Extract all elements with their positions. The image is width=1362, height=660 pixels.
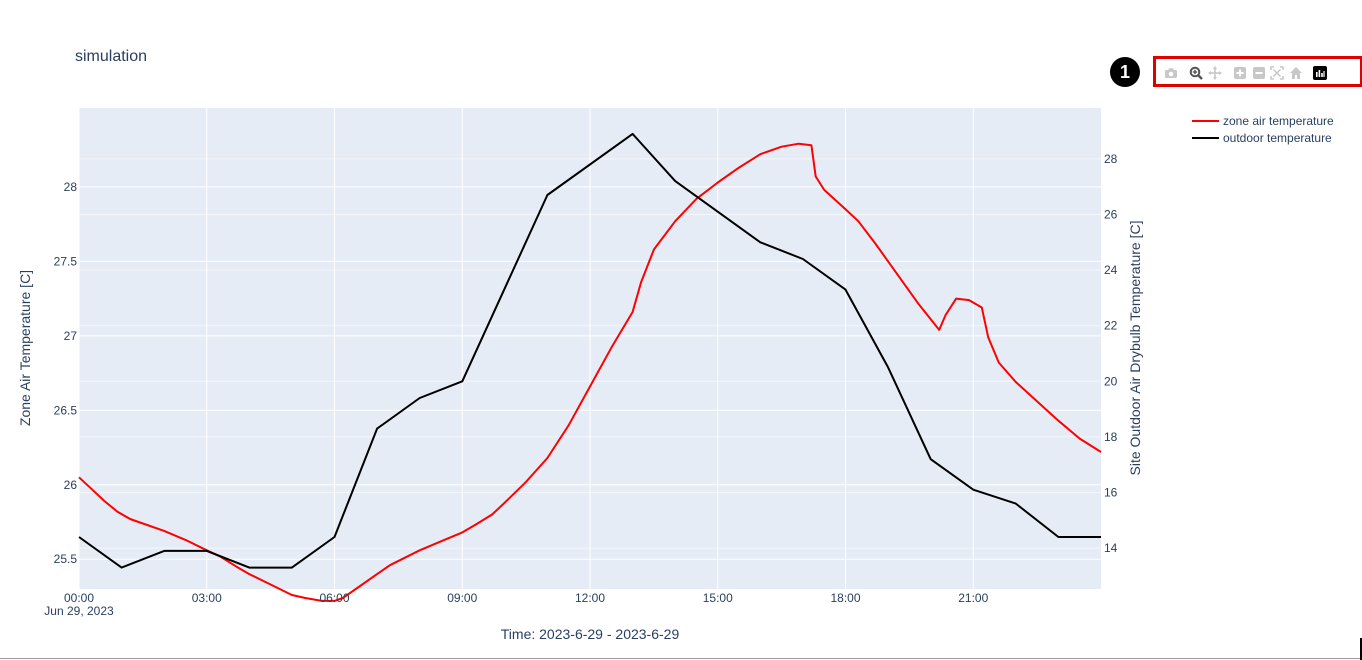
chart-title: simulation (75, 48, 148, 65)
y2-tick-label: 22 (1104, 319, 1118, 333)
y2-tick-label: 20 (1104, 374, 1118, 388)
plotly-logo-icon[interactable] (1313, 66, 1327, 80)
y-tick-label: 26.5 (54, 403, 78, 417)
tick-labels: 00:00 03:00 06:00 09:00 12:00 15:00 18:00 21:00… (54, 152, 1118, 605)
legend: zone air temperature outdoor temperature (1192, 114, 1334, 145)
cursor-mark (1360, 638, 1362, 660)
x-tick-label: 21:00 (958, 591, 988, 605)
grid (78, 108, 1101, 589)
legend-item-zone-air-temperature[interactable]: zone air temperature (1192, 114, 1334, 128)
legend-label-zone-air: zone air temperature (1223, 114, 1334, 128)
x-axis-title: Time: 2023-6-29 - 2023-6-29 (501, 626, 680, 642)
zoom-in-icon[interactable] (1233, 66, 1247, 80)
x-axis-date-label: Jun 29, 2023 (44, 604, 114, 618)
x-tick-label: 00:00 (64, 591, 94, 605)
x-tick-label: 12:00 (575, 591, 605, 605)
y-axis-title: Zone Air Temperature [C] (17, 270, 33, 426)
y2-tick-label: 16 (1104, 486, 1118, 500)
x-tick-label: 03:00 (192, 591, 222, 605)
y-tick-label: 25.5 (54, 552, 78, 566)
x-tick-label: 09:00 (447, 591, 477, 605)
autoscale-icon[interactable] (1270, 66, 1284, 80)
y-tick-label: 27.5 (54, 254, 78, 268)
x-tick-label: 15:00 (703, 591, 733, 605)
home-icon[interactable] (1289, 66, 1303, 80)
y-tick-label: 27 (64, 329, 78, 343)
pan-icon[interactable] (1208, 66, 1222, 80)
annotation-badge: 1 (1110, 57, 1140, 87)
x-tick-label: 06:00 (319, 591, 349, 605)
y-tick-label: 26 (64, 478, 78, 492)
legend-item-outdoor-temperature[interactable]: outdoor temperature (1192, 131, 1332, 145)
zoom-out-icon[interactable] (1252, 66, 1266, 80)
zoom-icon[interactable] (1189, 66, 1203, 80)
y2-tick-label: 26 (1104, 207, 1118, 221)
y2-tick-label: 14 (1104, 541, 1118, 555)
x-tick-label: 18:00 (830, 591, 860, 605)
legend-label-outdoor: outdoor temperature (1223, 131, 1332, 145)
series-layer (78, 132, 1102, 602)
camera-icon[interactable] (1164, 66, 1178, 80)
modebar (1153, 56, 1362, 87)
y-tick-label: 28 (64, 180, 78, 194)
bottom-rule (0, 658, 1362, 659)
series-line-outdoor-temperature[interactable] (78, 132, 1101, 569)
y2-tick-label: 24 (1104, 263, 1118, 277)
series-line-zone-air-temperature[interactable] (78, 142, 1102, 602)
y2-axis-title: Site Outdoor Air Drybulb Temperature [C] (1127, 221, 1143, 476)
y2-tick-label: 18 (1104, 430, 1118, 444)
y2-tick-label: 28 (1104, 152, 1118, 166)
